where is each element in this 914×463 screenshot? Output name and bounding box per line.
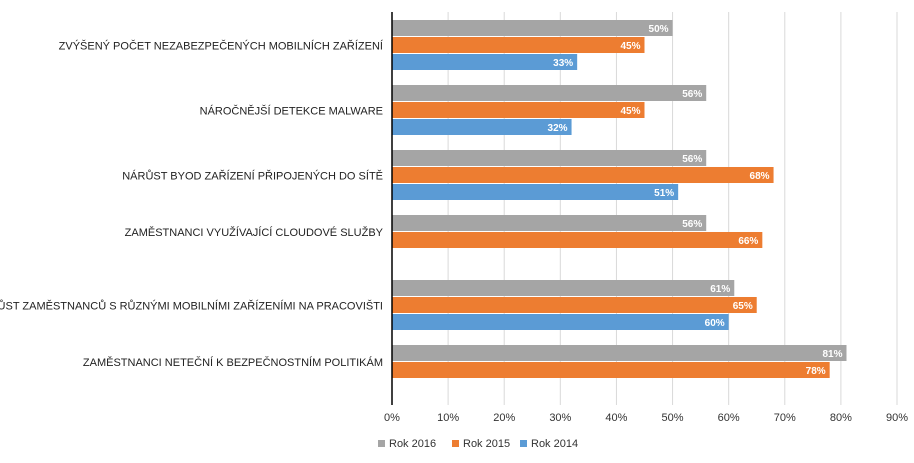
x-tick-label: 40% bbox=[605, 412, 627, 424]
legend-label: Rok 2016 bbox=[389, 438, 436, 450]
x-tick-label: 60% bbox=[718, 412, 740, 424]
category-label: NÁRŮST ZAMĚSTNANCŮ S RŮZNÝMI MOBILNÍMI Z… bbox=[0, 300, 383, 313]
category-label: NÁROČNĚJŠÍ DETEKCE MALWARE bbox=[200, 105, 383, 118]
legend-swatch bbox=[452, 440, 459, 447]
legend-swatch bbox=[520, 440, 527, 447]
data-label: 56% bbox=[682, 89, 702, 100]
x-tick-label: 50% bbox=[662, 412, 684, 424]
bar bbox=[392, 54, 578, 70]
bar bbox=[392, 102, 645, 118]
bar bbox=[392, 345, 847, 361]
data-label: 81% bbox=[822, 349, 842, 360]
data-label: 32% bbox=[548, 123, 568, 134]
bar bbox=[392, 119, 572, 135]
x-tick-label: 90% bbox=[886, 412, 908, 424]
data-label: 51% bbox=[654, 188, 674, 199]
grid-lines bbox=[447, 12, 898, 405]
x-tick-label: 10% bbox=[437, 412, 459, 424]
category-label: ZAMĚSTNANCI NETEČNÍ K BEZPEČNOSTNÍM POLI… bbox=[83, 356, 383, 369]
x-tick-label: 0% bbox=[384, 412, 400, 424]
data-label: 45% bbox=[620, 106, 640, 117]
data-label: 61% bbox=[710, 284, 730, 295]
bar bbox=[392, 215, 707, 231]
bar bbox=[392, 85, 707, 101]
legend-swatch bbox=[378, 440, 385, 447]
bar bbox=[392, 150, 707, 166]
data-label: 68% bbox=[750, 171, 770, 182]
bar bbox=[392, 184, 679, 200]
x-tick-label: 30% bbox=[549, 412, 571, 424]
category-label: ZAMĚSTNANCI VYUŽÍVAJÍCÍ CLOUDOVÉ SLUŽBY bbox=[125, 226, 384, 239]
data-label: 56% bbox=[682, 219, 702, 230]
bar bbox=[392, 232, 763, 248]
bars bbox=[392, 20, 847, 378]
x-tick-label: 80% bbox=[830, 412, 852, 424]
legend-label: Rok 2015 bbox=[463, 438, 510, 450]
data-label: 66% bbox=[738, 236, 758, 247]
data-label: 78% bbox=[806, 366, 826, 377]
category-label: ZVÝŠENÝ POČET NEZABEZPEČENÝCH MOBILNÍCH … bbox=[59, 40, 384, 53]
data-label: 50% bbox=[649, 24, 669, 35]
bar bbox=[392, 314, 729, 330]
x-tick-label: 70% bbox=[774, 412, 796, 424]
data-label: 65% bbox=[733, 301, 753, 312]
data-label: 60% bbox=[705, 318, 725, 329]
data-label: 33% bbox=[553, 58, 573, 69]
bar bbox=[392, 167, 774, 183]
x-tick-label: 20% bbox=[493, 412, 515, 424]
data-label: 45% bbox=[620, 41, 640, 52]
bar bbox=[392, 297, 757, 313]
bar bbox=[392, 20, 673, 36]
bar bbox=[392, 280, 735, 296]
bar bbox=[392, 37, 645, 53]
data-label: 56% bbox=[682, 154, 702, 165]
category-label: NÁRŮST BYOD ZAŘÍZENÍ PŘIPOJENÝCH DO SÍTĚ bbox=[122, 170, 383, 183]
bar bbox=[392, 362, 830, 378]
legend: Rok 2016 Rok 2015 Rok 2014 bbox=[378, 438, 578, 450]
labels: 0% 10% 20% 30% 40% 50% 60% 70% 80% 90% 50% 45% 33% ZV… bbox=[0, 24, 908, 424]
legend-label: Rok 2014 bbox=[531, 438, 578, 450]
